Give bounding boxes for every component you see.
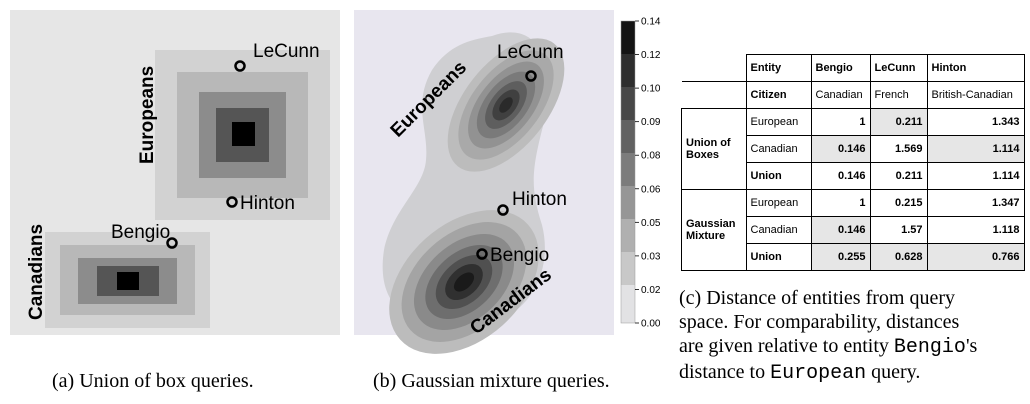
table-cell: 1.347 (926, 189, 1025, 217)
colorbar-tick-label: 0.05 (641, 218, 661, 229)
colorbar-tick-label: 0.06 (641, 184, 661, 195)
table-cell: Canadian (810, 81, 871, 109)
table-group-label: Union of Boxes (681, 108, 747, 190)
entity-label-lecunn-a: LeCunn (253, 41, 320, 62)
table-citizen-row: Citizen Canadian French British-Canadian (681, 81, 1025, 109)
entity-marker-bengio-b (476, 248, 488, 260)
table-cell: 0.211 (869, 108, 928, 136)
table-row: Union of Boxes European 1 0.211 1.343 (681, 108, 1025, 190)
panel-a-figure: LeCunn Hinton Bengio Europeans Canadians (10, 10, 340, 335)
caption-c-line1: (c) Distance of entities from query (679, 287, 956, 309)
colorbar-tick-label: 0.12 (641, 50, 661, 61)
caption-c-text: are given relative to entity (679, 335, 894, 357)
distance-table: Entity Bengio LeCunn Hinton Citizen Cana… (681, 54, 1025, 271)
table-cell: 0.146 (810, 135, 871, 163)
caption-c-line4: distance to European query. (679, 360, 977, 386)
table-header-entity: Entity (745, 54, 812, 82)
colorbar-tick-label: 0.08 (641, 151, 661, 162)
table-row: Union 0.255 0.628 0.766 (682, 243, 1025, 271)
table-cell: 1.114 (926, 162, 1025, 190)
table-row-label: Canadian (745, 135, 812, 163)
table-cell: 1.118 (926, 216, 1025, 244)
table-group-label: Gaussian Mixture (681, 189, 747, 271)
table-header-hinton: Hinton (926, 54, 1025, 82)
caption-c-text: query. (866, 361, 921, 383)
table-corner (681, 54, 747, 82)
colorbar-tick-label: 0.03 (641, 251, 661, 262)
table-header-bengio: Bengio (810, 54, 871, 82)
table-cell: 0.146 (810, 216, 871, 244)
entity-label-bengio-a: Bengio (111, 222, 170, 243)
colorbar-ticks: 0.14 0.12 0.10 0.09 0.08 0.06 0.05 0.03 0.02 0.00 (635, 17, 661, 330)
colorbar-tick-label: 0.10 (641, 84, 661, 95)
caption-c-text: distance to (679, 361, 771, 383)
caption-c-line3: are given relative to entity Bengio's (679, 334, 977, 360)
caption-c-code-bengio: Bengio (893, 336, 966, 359)
table-cell: 1.569 (869, 135, 928, 163)
table-cell: 1.57 (869, 216, 928, 244)
table-cell: French (869, 81, 928, 109)
table-row: Union 0.146 0.211 1.114 (682, 162, 1025, 190)
table-row: Canadian 0.146 1.569 1.114 (682, 135, 1025, 163)
canadian-box (45, 232, 210, 328)
entity-marker-lecunn-a (234, 60, 246, 72)
entity-label-hinton-b: Hinton (512, 189, 567, 210)
table-header-citizen: Citizen (745, 81, 812, 109)
table-header-lecunn: LeCunn (869, 54, 928, 82)
entity-marker-hinton-b (497, 204, 509, 216)
group-label-europeans-a: Europeans (137, 66, 158, 164)
entity-label-lecunn-b: LeCunn (497, 42, 564, 63)
table-row-label: Union (745, 162, 812, 190)
table-cell: 0.146 (810, 162, 871, 190)
table-cell: 0.766 (926, 243, 1025, 271)
table-cell: British-Canadian (926, 81, 1025, 109)
table-blank (681, 81, 747, 109)
caption-a: (a) Union of box queries. (52, 370, 254, 392)
caption-c-code-european: European (770, 362, 867, 385)
table-header-row: Entity Bengio LeCunn Hinton (681, 54, 1025, 82)
table-cell: 1.114 (926, 135, 1025, 163)
caption-c-text: 's (965, 335, 978, 357)
table-row-label: Canadian (745, 216, 812, 244)
group-name-line2: Boxes (686, 149, 720, 161)
entity-marker-hinton-a (226, 196, 238, 208)
entity-label-bengio-b: Bengio (490, 245, 549, 266)
colorbar-tick-label: 0.00 (641, 319, 661, 330)
table-cell: 0.215 (869, 189, 928, 217)
group-name-line1: Union of (686, 137, 731, 149)
colorbar-tick-label: 0.14 (641, 17, 661, 28)
entity-marker-bengio-a (166, 237, 178, 249)
table-row-label: European (745, 189, 812, 217)
caption-c: (c) Distance of entities from query spac… (679, 286, 977, 386)
caption-b: (b) Gaussian mixture queries. (373, 370, 610, 392)
panel-b-figure: LeCunn Hinton Bengio Europeans Canadians… (354, 10, 661, 354)
group-name-line1: Gaussian (686, 218, 736, 230)
colorbar-tick-label: 0.09 (641, 117, 661, 128)
table-row-label: Union (745, 243, 812, 271)
caption-c-line2: space. For comparability, distances (679, 311, 960, 333)
group-name-line2: Mixture (686, 230, 726, 242)
entity-label-hinton-a: Hinton (240, 193, 295, 214)
entity-marker-lecunn-b (525, 70, 537, 82)
table-cell: 1 (810, 108, 871, 136)
table-row-label: European (745, 108, 812, 136)
table-cell: 0.211 (869, 162, 928, 190)
gaussian-density (382, 32, 565, 354)
table-cell: 0.255 (810, 243, 871, 271)
table-cell: 1.343 (926, 108, 1025, 136)
colorbar (620, 20, 636, 324)
european-box (155, 50, 330, 220)
table-row: Canadian 0.146 1.57 1.118 (682, 216, 1025, 244)
table-row: Gaussian Mixture European 1 0.215 1.347 (681, 189, 1025, 271)
group-label-canadians-a: Canadians (26, 224, 47, 320)
table-cell: 1 (810, 189, 871, 217)
table-cell: 0.628 (869, 243, 928, 271)
colorbar-tick-label: 0.02 (641, 285, 661, 296)
